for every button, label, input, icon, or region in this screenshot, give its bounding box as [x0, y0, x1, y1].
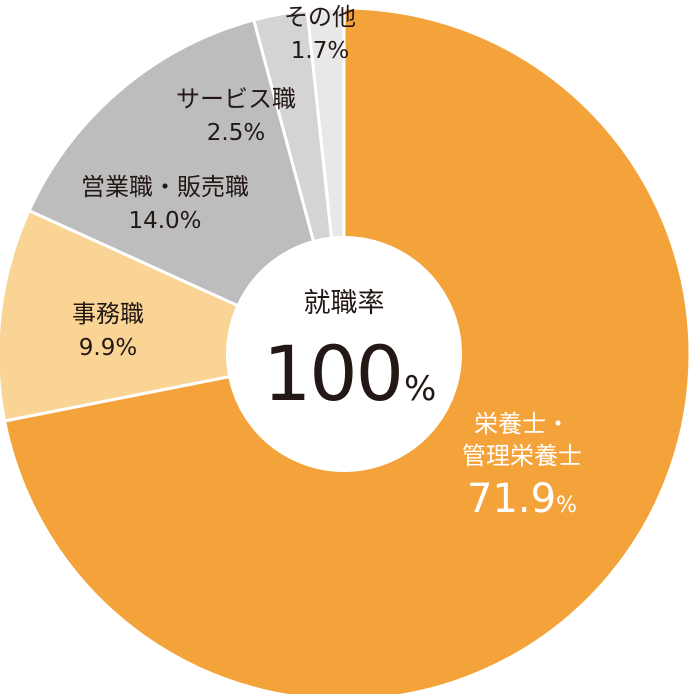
center-label: 就職率	[304, 288, 385, 319]
slice-label-2-line-0: 営業職・販売職	[81, 173, 249, 201]
slice-value-4: 1.7%	[291, 38, 349, 64]
slice-value-3: 2.5%	[207, 120, 265, 146]
center-hole	[226, 236, 462, 472]
slice-label-0-line-0: 栄養士・	[474, 410, 570, 438]
slice-label-1-line-0: 事務職	[72, 300, 144, 328]
center-unit: %	[404, 369, 436, 409]
slice-unit-0: %	[556, 493, 577, 518]
slice-value-2: 14.0%	[128, 208, 201, 234]
center-value: 100	[263, 329, 402, 418]
slice-label-4-line-0: その他	[284, 3, 356, 31]
slice-value-1: 9.9%	[79, 335, 137, 361]
slice-label-3-line-0: サービス職	[176, 85, 296, 113]
slice-labels: 栄養士・管理栄養士71.9%事務職9.9%営業職・販売職14.0%サービス職2.…	[72, 3, 582, 522]
slice-label-0-line-1: 管理栄養士	[462, 442, 582, 470]
